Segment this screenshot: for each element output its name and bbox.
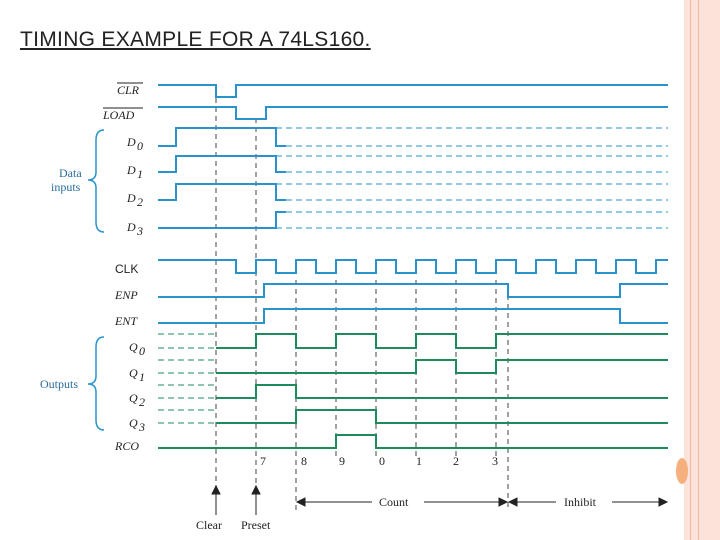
count-digit: 9 bbox=[339, 454, 345, 468]
signal-clr: CLR bbox=[117, 82, 668, 98]
signal-subscript: 0 bbox=[139, 344, 145, 358]
waveform-clr bbox=[158, 84, 668, 98]
signal-d1: D 1 bbox=[126, 155, 668, 181]
right-border-line bbox=[690, 0, 691, 540]
waveform-q0 bbox=[216, 333, 668, 349]
count-digit: 2 bbox=[453, 454, 459, 468]
signal-d3: D 3 bbox=[126, 211, 668, 238]
signal-ent: ENT bbox=[114, 308, 668, 328]
signal-label-q1: Q bbox=[129, 366, 138, 380]
data-inputs-label: inputs bbox=[51, 180, 81, 194]
count-range-arrowhead bbox=[498, 497, 509, 507]
signal-clk: CLK bbox=[115, 259, 668, 276]
waveform-q2 bbox=[216, 384, 668, 399]
waveform-clk bbox=[158, 259, 668, 274]
signal-label-q3: Q bbox=[129, 416, 138, 430]
signal-label-ent: ENT bbox=[114, 314, 138, 328]
signal-subscript: 3 bbox=[138, 420, 145, 434]
inhibit-range-arrowhead bbox=[658, 497, 669, 507]
signal-q3: Q 3 bbox=[129, 409, 668, 434]
outputs-brace bbox=[87, 336, 105, 431]
inhibit-range bbox=[507, 497, 669, 507]
signal-load: LOAD bbox=[102, 106, 668, 122]
waveform-load bbox=[158, 106, 668, 120]
signal-label-d2: D bbox=[126, 191, 136, 205]
waveform-d3 bbox=[158, 211, 286, 229]
waveform-q3 bbox=[216, 409, 668, 424]
preset-label: Preset bbox=[241, 518, 271, 532]
waveform-enp bbox=[158, 283, 668, 298]
waveform-ent bbox=[158, 308, 668, 324]
preset-arrowhead bbox=[251, 484, 261, 495]
signal-q2: Q 2 bbox=[129, 384, 668, 409]
count-digit: 8 bbox=[301, 454, 307, 468]
waveform-d2 bbox=[158, 183, 286, 201]
signal-enp: ENP bbox=[114, 283, 668, 302]
clear-label: Clear bbox=[196, 518, 222, 532]
data-inputs-label: Data bbox=[59, 166, 82, 180]
signal-d2: D 2 bbox=[126, 183, 668, 209]
signal-label-q2: Q bbox=[129, 391, 138, 405]
signal-d0: D 0 bbox=[126, 127, 668, 153]
signal-label-d3: D bbox=[126, 220, 136, 234]
signal-label-enp: ENP bbox=[114, 288, 138, 302]
count-range-label: Count bbox=[379, 495, 409, 509]
signal-label-rco: RCO bbox=[114, 439, 139, 453]
data-inputs-brace bbox=[87, 129, 105, 233]
outputs-label: Outputs bbox=[40, 377, 78, 391]
count-range-arrowhead bbox=[295, 497, 306, 507]
waveform-d1 bbox=[158, 155, 286, 173]
signal-label-load: LOAD bbox=[102, 108, 135, 122]
waveform-rco bbox=[158, 434, 668, 449]
count-digit: 1 bbox=[416, 454, 422, 468]
clear-arrowhead bbox=[211, 484, 221, 495]
slide-dot-marker bbox=[676, 458, 688, 484]
signal-subscript: 0 bbox=[137, 139, 143, 153]
signal-label-q0: Q bbox=[129, 340, 138, 354]
signal-rco: RCO bbox=[114, 434, 668, 453]
count-range bbox=[295, 497, 509, 507]
signal-q1: Q 1 bbox=[129, 359, 668, 384]
signal-subscript: 2 bbox=[137, 195, 143, 209]
waveform-d0 bbox=[158, 127, 286, 147]
signal-subscript: 1 bbox=[139, 370, 145, 384]
signal-subscript: 3 bbox=[136, 224, 143, 238]
signal-label-clr: CLR bbox=[117, 83, 140, 97]
signal-label-d0: D bbox=[126, 135, 136, 149]
signal-label-clk: CLK bbox=[115, 262, 138, 276]
signal-subscript: 2 bbox=[139, 395, 145, 409]
slide-title: TIMING EXAMPLE FOR A 74LS160. bbox=[20, 28, 371, 51]
inhibit-range-label: Inhibit bbox=[564, 495, 597, 509]
count-digit: 3 bbox=[492, 454, 498, 468]
event-arrows bbox=[211, 484, 261, 515]
inhibit-range-arrowhead bbox=[507, 497, 518, 507]
signal-q0: Q 0 bbox=[129, 333, 668, 358]
count-digit: 7 bbox=[260, 454, 266, 468]
signal-subscript: 1 bbox=[137, 167, 143, 181]
waveform-q1 bbox=[216, 359, 668, 374]
count-digit: 0 bbox=[379, 454, 385, 468]
signal-label-d1: D bbox=[126, 163, 136, 177]
count-sequence: 7 8 9 0 1 2 3 bbox=[260, 454, 498, 468]
right-border-line bbox=[698, 0, 699, 540]
